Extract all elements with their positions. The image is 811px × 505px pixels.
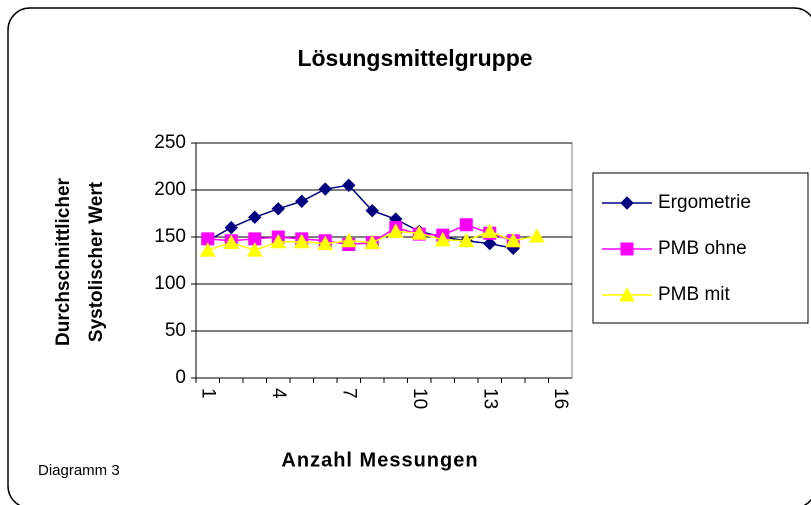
data-point (317, 235, 334, 251)
legend-label: PMB ohne (658, 238, 747, 259)
y-tick-label: 50 (165, 320, 186, 341)
y-tick-label: 0 (175, 367, 186, 388)
x-tick-label: 1 (198, 388, 219, 399)
x-tick-label: 16 (550, 388, 571, 409)
x-axis-label: Anzahl Messungen (281, 449, 478, 471)
legend-label: PMB mit (658, 284, 731, 305)
data-point (481, 223, 498, 238)
y-tick-label: 100 (154, 273, 186, 294)
legend-marker (620, 242, 634, 256)
data-point (505, 232, 522, 248)
legend-label: Ergometrie (658, 192, 751, 213)
y-tick-label: 150 (154, 226, 186, 247)
data-point (199, 242, 216, 257)
data-point (483, 236, 497, 251)
data-point (224, 220, 238, 235)
x-tick-label: 4 (268, 388, 289, 399)
data-point (387, 223, 404, 238)
data-point (528, 228, 545, 243)
data-point (246, 242, 263, 257)
data-point (364, 234, 381, 250)
x-tick-label: 7 (339, 388, 360, 399)
data-point (458, 232, 475, 248)
data-point (270, 233, 287, 249)
data-point (223, 234, 240, 250)
legend-marker (619, 286, 635, 302)
y-tick-label: 200 (154, 179, 186, 200)
data-point (340, 232, 357, 248)
legend-marker (620, 196, 634, 210)
data-point (248, 210, 262, 224)
data-point (365, 203, 379, 218)
data-point (248, 232, 262, 246)
data-point (295, 194, 309, 208)
y-tick-label: 250 (154, 132, 186, 153)
x-tick-label: 10 (409, 388, 430, 409)
chart-title: Lösungsmittelgruppe (297, 45, 532, 71)
y-axis-label: Durchschnittlicher (53, 177, 74, 345)
data-point (342, 178, 356, 193)
x-tick-label: 13 (480, 388, 501, 409)
data-point (434, 231, 451, 247)
data-point (271, 202, 285, 216)
data-point (459, 218, 473, 232)
footnote: Diagramm 3 (38, 462, 120, 479)
plot-area (195, 142, 573, 379)
data-point (318, 182, 332, 196)
data-point (411, 225, 428, 240)
data-point (201, 232, 215, 246)
y-axis-label: Systolischer Wert (86, 181, 107, 342)
data-point (293, 233, 310, 249)
